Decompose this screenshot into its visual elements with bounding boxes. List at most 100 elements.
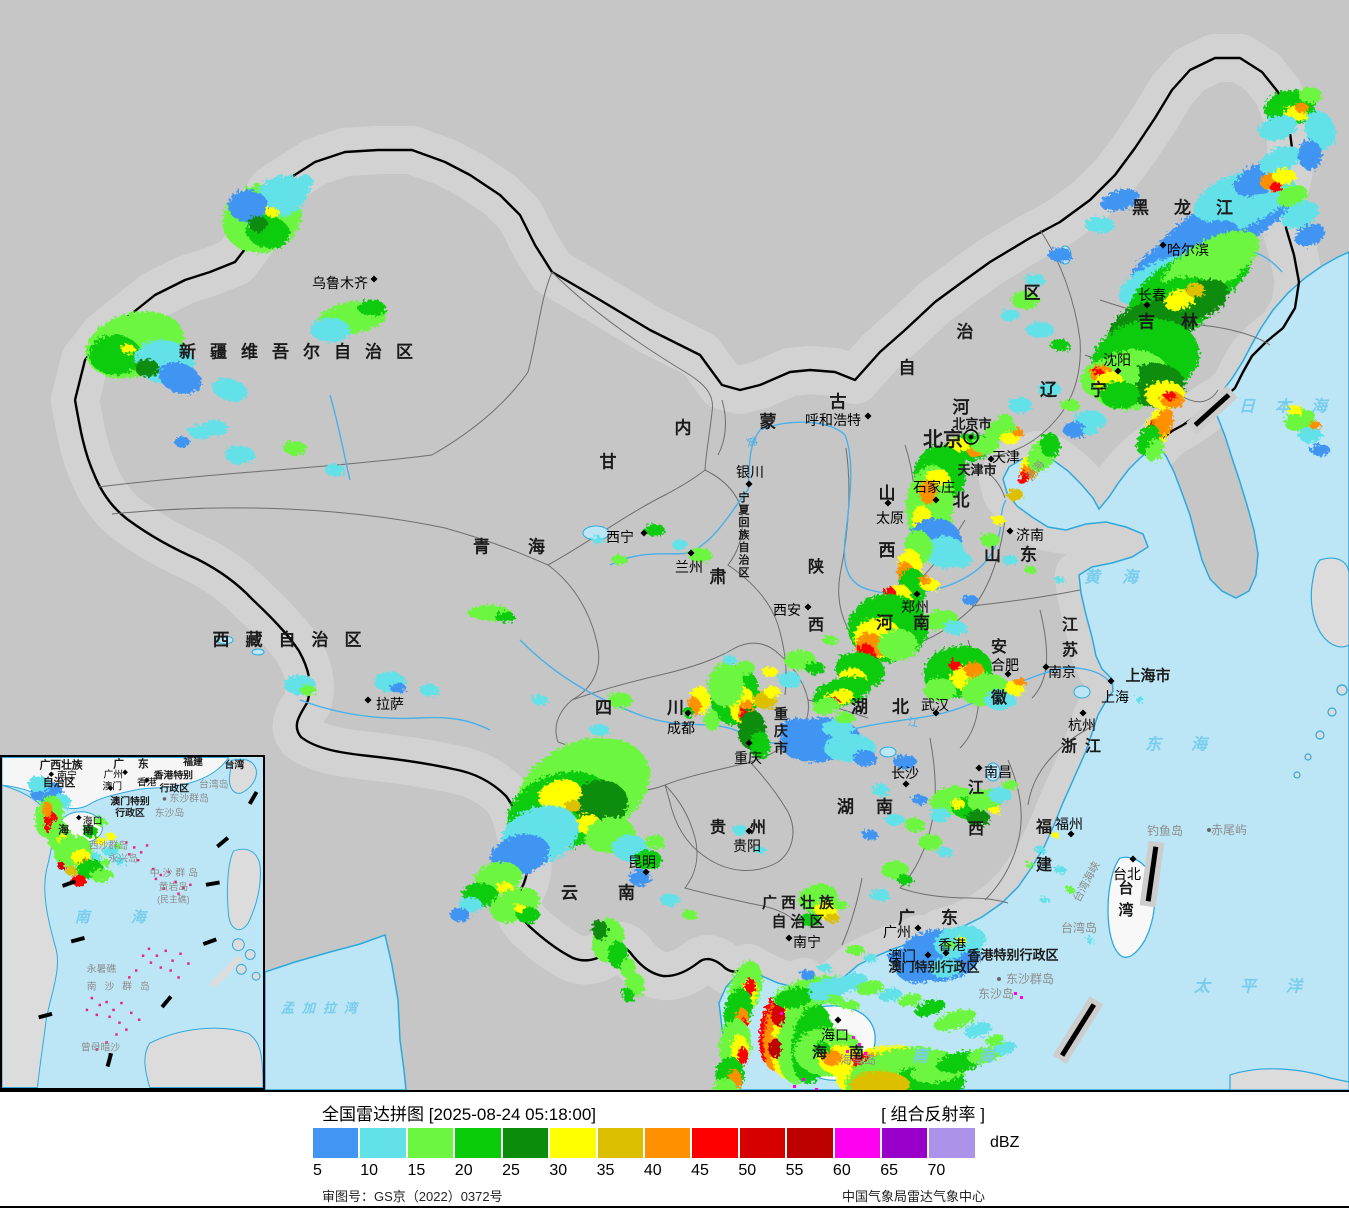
sea-label: 黄海 (1084, 569, 1160, 587)
province-label: 吉林 (1138, 312, 1224, 332)
city-label: 长沙 (891, 765, 919, 781)
city-dot (48, 771, 55, 778)
city-label: 郑州 (901, 599, 929, 615)
island-label: 海南岛 (840, 1052, 876, 1067)
city-dot (745, 739, 753, 747)
inset-island-markers (85, 841, 192, 1056)
city-label: 南京 (1048, 664, 1076, 680)
tick-label: 60 (832, 1162, 851, 1179)
city-label: 澳门 (888, 948, 916, 964)
inset-city-label: 海口 (83, 814, 103, 827)
city-label: 重庆 (734, 750, 762, 766)
city-label: 兰州 (675, 559, 703, 575)
tick-label: 25 (502, 1162, 520, 1179)
city-dot (914, 924, 922, 932)
river-label: 黄 (744, 435, 760, 449)
tick-label: 15 (407, 1162, 426, 1179)
inset-province-label: 澳门特别 (110, 794, 149, 807)
tick-label: 5 (313, 1162, 322, 1179)
inset-city-label: 广州 (103, 769, 123, 781)
legend-footer-row: 审图号：GS京（2022）0372号 中国气象局雷达气象中心 (0, 1186, 1349, 1204)
province-label: 宁夏回族自治区 (739, 490, 751, 579)
province-label: 北京 (923, 427, 963, 451)
city-dot (932, 496, 940, 504)
colorbar-cell-60 (834, 1128, 881, 1158)
province-label: 湖北 (851, 698, 933, 717)
province-label: 蒙 (760, 412, 777, 432)
city-label: 石家庄 (913, 479, 955, 495)
inset-city-label: 南宁 (57, 769, 77, 782)
city-dot (913, 590, 921, 598)
city-label: 昆明 (628, 854, 656, 870)
city-label: 银川 (736, 464, 764, 480)
colorbar-cell-40 (644, 1128, 691, 1158)
city-label: 西宁 (606, 529, 634, 545)
tick-label: 20 (454, 1162, 473, 1179)
tick-label: 70 (927, 1162, 946, 1179)
inset-province-label: 行政区 (114, 806, 145, 819)
province-label: 黑龙江 (1132, 198, 1258, 218)
province-label: 肃 (710, 568, 727, 587)
island-label: 台湾岛 (1061, 920, 1097, 935)
city-label: 西安 (773, 602, 801, 618)
river-label: 江 (907, 715, 920, 730)
inset-island-label: 黄岩岛 (159, 880, 189, 893)
city-dot (932, 709, 940, 717)
tick-label: 45 (691, 1162, 709, 1179)
map-title: 全国雷达拼图 [2025-08-24 05:18:00] (322, 1105, 597, 1124)
province-label: 甘 (600, 452, 617, 472)
capital-star-icon (963, 429, 979, 445)
inset-province-label: 台湾 (225, 758, 245, 771)
tick-label: 35 (596, 1162, 615, 1179)
japan-islands (1229, 557, 1349, 1090)
province-label: 云南 (561, 883, 675, 903)
city-dot (1004, 670, 1012, 678)
approval-number: 审图号：GS京（2022）0372号 (322, 1189, 503, 1204)
island-label: 赤尾屿 (1211, 823, 1247, 837)
inset-sea-label: 南海 (75, 909, 187, 926)
city-dot (785, 934, 793, 942)
city-label: 合肥 (991, 657, 1019, 673)
inset-island-label: 曾母暗沙 (81, 1041, 120, 1054)
colorbar-cell-50 (739, 1128, 786, 1158)
inset-island-label: 永兴岛 (108, 851, 138, 864)
city-dot (640, 529, 648, 537)
colorbar-cell-35 (597, 1128, 643, 1158)
island-label: 东沙群岛 (1006, 971, 1054, 986)
inset-province-label: 行政区 (159, 782, 190, 795)
city-dot (884, 499, 892, 507)
agency-credit: 中国气象局雷达气象中心 (841, 1189, 985, 1204)
municipality-label: 上海市 (1125, 667, 1170, 685)
city-label: 武汉 (921, 697, 949, 713)
city-dot (745, 480, 753, 488)
tick-label: 30 (549, 1162, 568, 1179)
province-label: 广西壮族 (762, 894, 838, 912)
province-label: 浙江 (1061, 737, 1109, 756)
city-label: 福州 (1055, 816, 1083, 832)
colorbar-cell-5 (313, 1128, 359, 1158)
province-label: 自 (899, 358, 916, 378)
inset-island-label: 东沙群岛 (169, 791, 208, 804)
province-label: 辽宁 (1040, 380, 1140, 400)
colorbar-cell-45 (692, 1128, 738, 1158)
city-dot (924, 951, 932, 959)
product-label: [ 组合反射率 ] (881, 1105, 985, 1124)
province-label: 台湾 (1118, 879, 1133, 919)
colorbar-cell-10 (360, 1128, 406, 1158)
sea-label: 日本海 (1239, 398, 1347, 416)
province-label: 贵州 (710, 818, 790, 837)
tick-label: 10 (360, 1162, 379, 1179)
inset-city-label: 澳门 (102, 780, 122, 793)
sea-label: 孟加拉湾 (281, 1001, 365, 1016)
city-label: 海口 (821, 1027, 849, 1043)
city-dot (834, 1016, 842, 1024)
city-dot (684, 709, 692, 717)
province-label: 河南 (876, 613, 950, 633)
colorbar-cell-25 (502, 1128, 549, 1158)
legend-panel: 全国雷达拼图 [2025-08-24 05:18:00] [ 组合反射率 ] d… (0, 1090, 1349, 1208)
city-dot (745, 827, 753, 835)
inset-island-label: 南沙群岛 (87, 980, 158, 993)
